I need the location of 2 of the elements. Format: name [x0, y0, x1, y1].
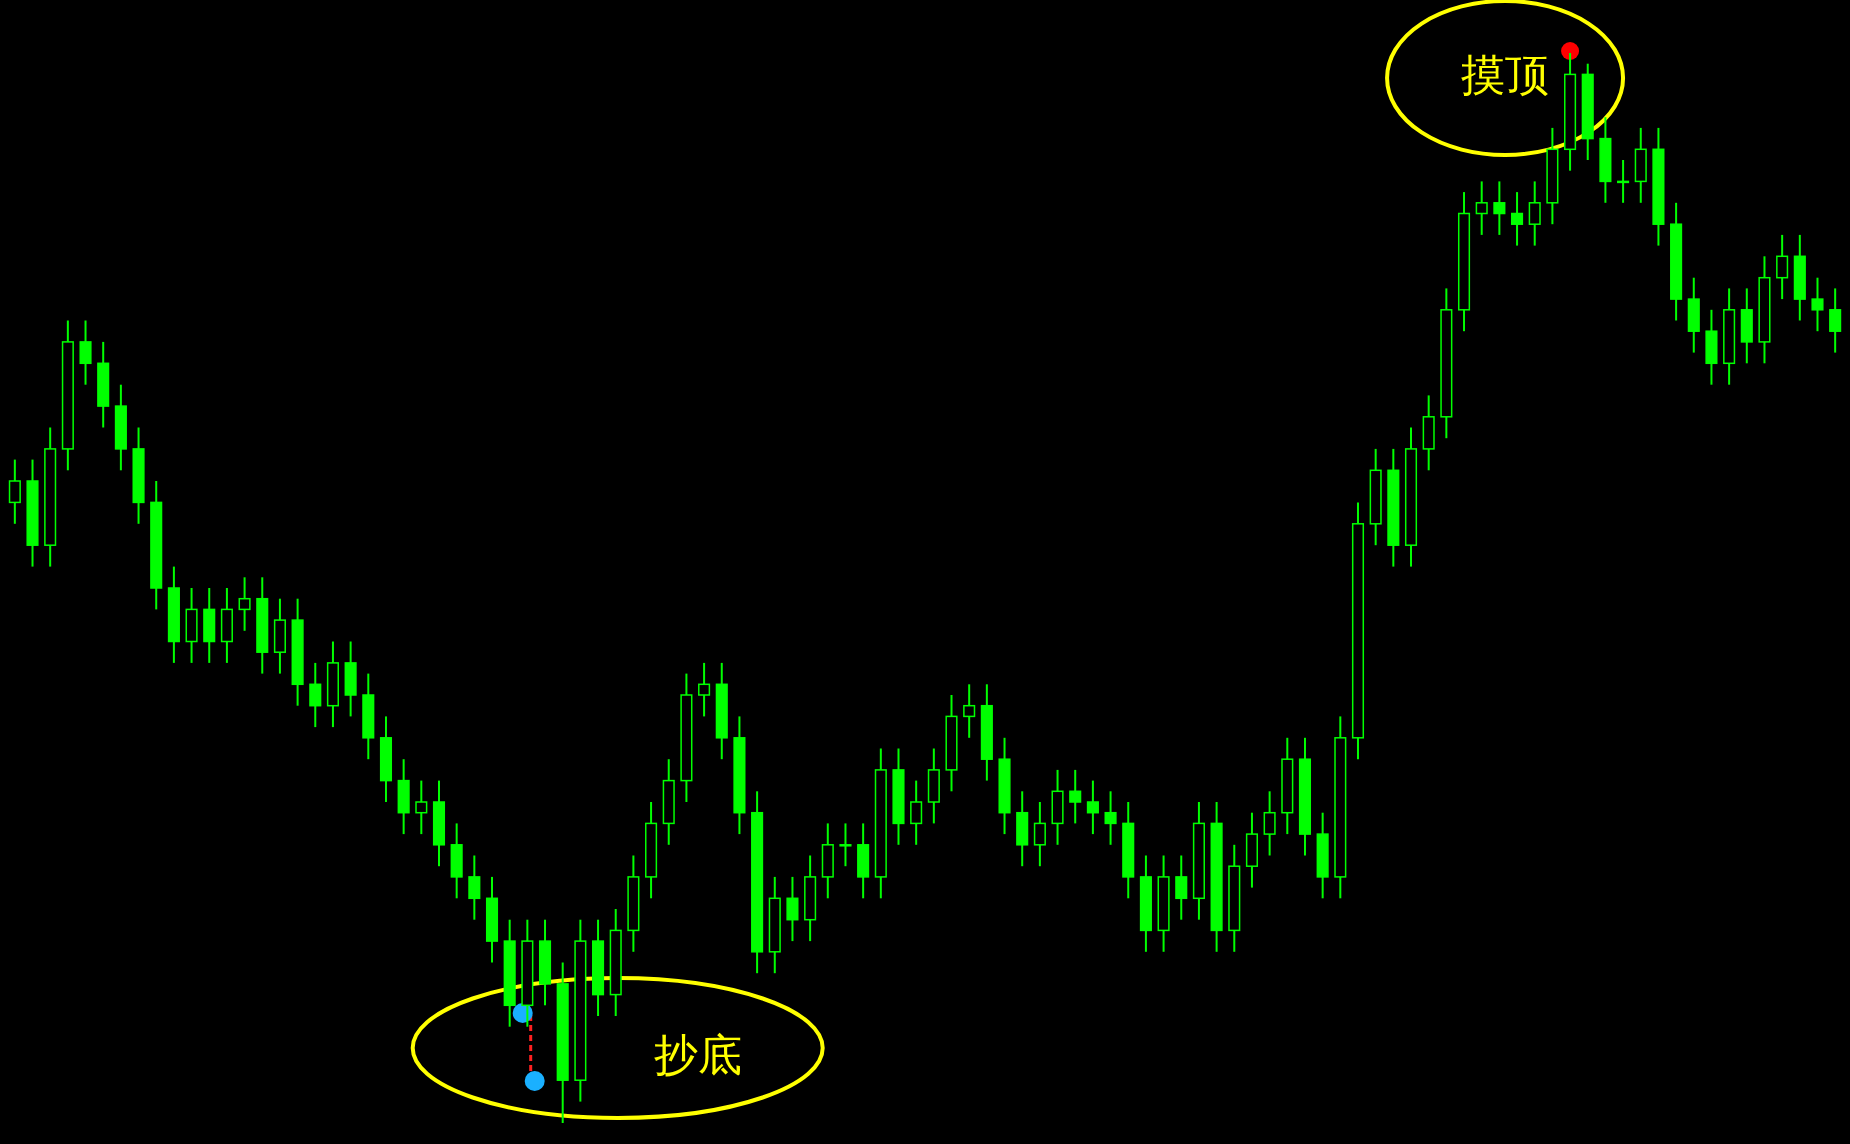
annotation: 摸顶: [1461, 49, 1550, 100]
annotation: 抄底: [653, 1029, 742, 1080]
